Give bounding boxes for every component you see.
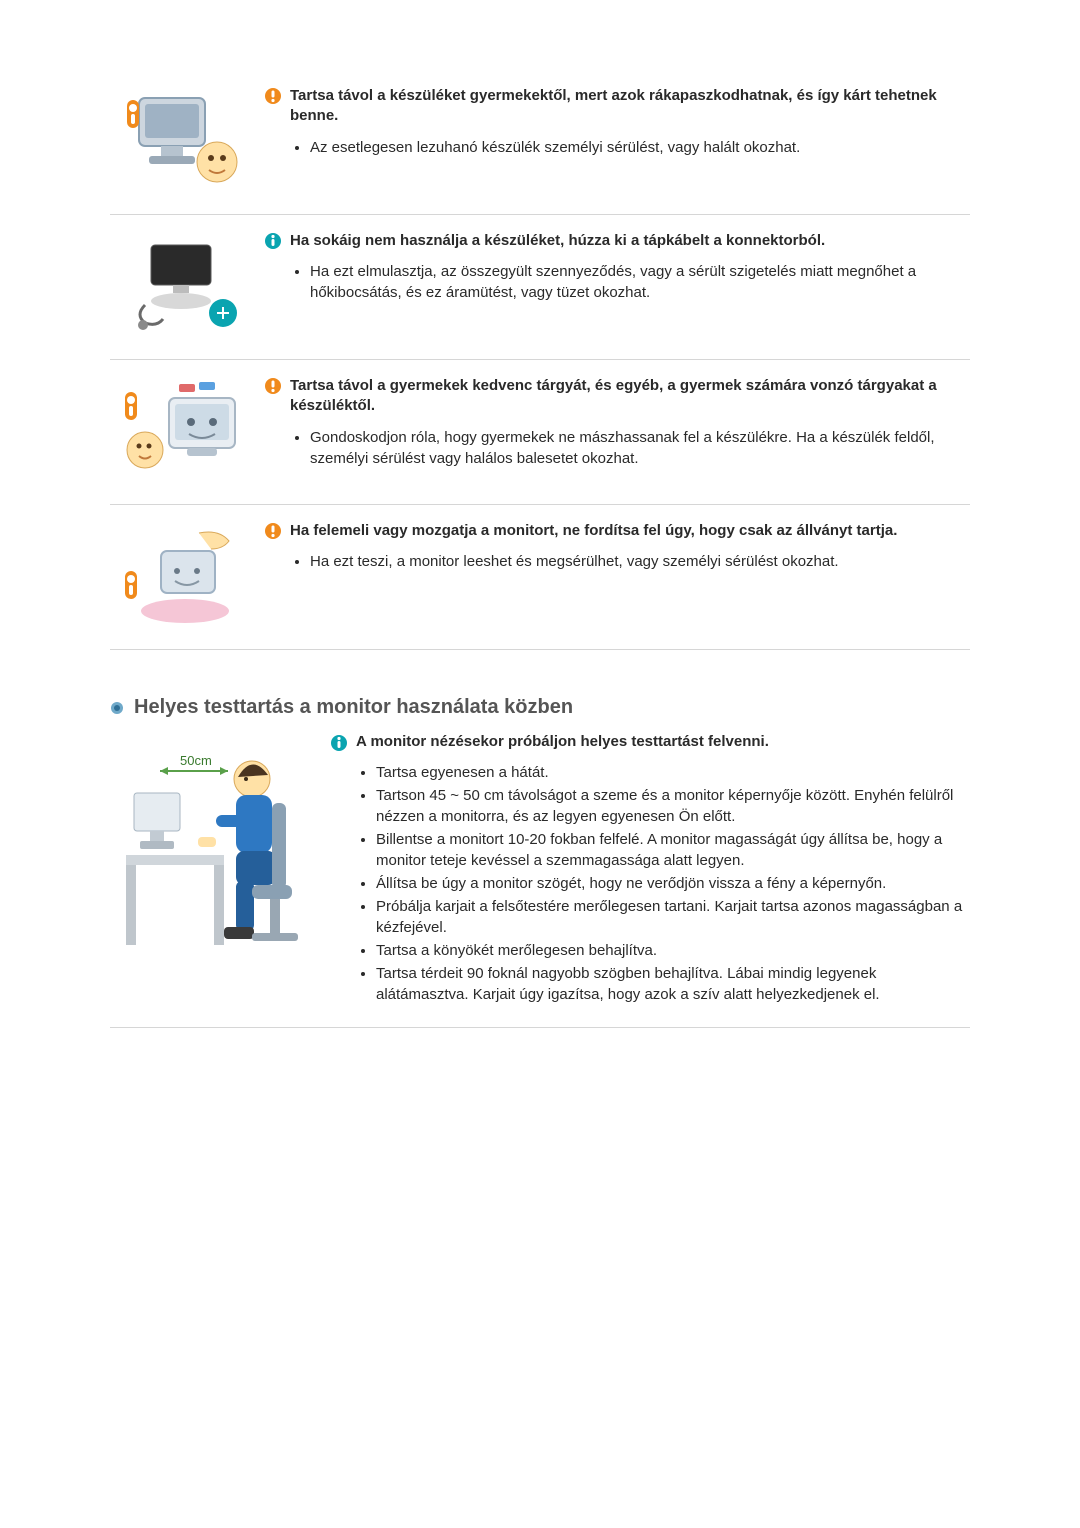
posture-bullet: Tartson 45 ~ 50 cm távolságot a szeme és…: [376, 785, 970, 827]
posture-bullet: Tartsa egyenesen a hátát.: [376, 762, 970, 783]
posture-bullet: Próbálja karjait a felsőtestére merőlege…: [376, 896, 970, 938]
warning-badge-icon: [264, 522, 282, 540]
posture-bullet: Tartsa a könyökét merőlegesen behajlítva…: [376, 940, 970, 961]
posture-bullet-list: Tartsa egyenesen a hátát. Tartson 45 ~ 5…: [330, 762, 970, 1005]
warning-bullet-list: Az esetlegesen lezuhanó készülék személy…: [264, 137, 970, 158]
posture-bullet: Billentse a monitort 10-20 fokban felfel…: [376, 829, 970, 871]
posture-text: A monitor nézésekor próbáljon helyes tes…: [330, 733, 970, 1007]
warning-text: Ha sokáig nem használja a készüléket, hú…: [260, 231, 970, 305]
warning-block: Ha felemeli vagy mozgatja a monitort, ne…: [110, 515, 970, 643]
warning-illustration: [110, 86, 260, 190]
posture-bullet: Tartsa térdeit 90 foknál nagyobb szögben…: [376, 963, 970, 1005]
warning-block: Tartsa távol a készüléket gyermekektől, …: [110, 80, 970, 208]
warning-badge-icon: [264, 87, 282, 105]
divider: [110, 214, 970, 215]
warning-bullet: Ha ezt teszi, a monitor leeshet és megsé…: [310, 551, 970, 572]
warning-text: Tartsa távol a készüléket gyermekektől, …: [260, 86, 970, 160]
divider: [110, 1027, 970, 1028]
document-page: Tartsa távol a készüléket gyermekektől, …: [0, 0, 1080, 1098]
posture-section: Helyes testtartás a monitor használata k…: [110, 696, 970, 1028]
info-badge-icon: [264, 232, 282, 250]
posture-bullet: Állítsa be úgy a monitor szögét, hogy ne…: [376, 873, 970, 894]
warning-illustration: [110, 376, 260, 480]
warning-text: Tartsa távol a gyermekek kedvenc tárgyát…: [260, 376, 970, 471]
section-title: Helyes testtartás a monitor használata k…: [134, 696, 573, 719]
warning-title: Tartsa távol a gyermekek kedvenc tárgyát…: [290, 376, 970, 417]
divider: [110, 504, 970, 505]
posture-illustration: 50cm: [110, 733, 330, 967]
warning-title: Tartsa távol a készüléket gyermekektől, …: [290, 86, 970, 127]
warning-bullet: Az esetlegesen lezuhanó készülék személy…: [310, 137, 970, 158]
posture-title: A monitor nézésekor próbáljon helyes tes…: [356, 733, 769, 750]
warning-bullet-list: Ha ezt teszi, a monitor leeshet és megsé…: [264, 551, 970, 572]
warning-title: Ha felemeli vagy mozgatja a monitort, ne…: [290, 521, 897, 541]
info-badge-icon: [330, 734, 348, 752]
warning-illustration: [110, 231, 260, 335]
section-bullet-icon: [110, 701, 124, 715]
warning-block: Tartsa távol a gyermekek kedvenc tárgyát…: [110, 370, 970, 498]
section-heading: Helyes testtartás a monitor használata k…: [110, 696, 970, 719]
distance-label: 50cm: [180, 753, 212, 768]
posture-block: 50cm: [110, 733, 970, 1021]
divider: [110, 649, 970, 650]
warning-text: Ha felemeli vagy mozgatja a monitort, ne…: [260, 521, 970, 574]
warning-title: Ha sokáig nem használja a készüléket, hú…: [290, 231, 825, 251]
divider: [110, 359, 970, 360]
warning-bullet: Ha ezt elmulasztja, az összegyült szenny…: [310, 261, 970, 303]
warning-block: Ha sokáig nem használja a készüléket, hú…: [110, 225, 970, 353]
warning-illustration: [110, 521, 260, 625]
warning-bullet: Gondoskodjon róla, hogy gyermekek ne más…: [310, 427, 970, 469]
warning-bullet-list: Gondoskodjon róla, hogy gyermekek ne más…: [264, 427, 970, 469]
warning-badge-icon: [264, 377, 282, 395]
warning-bullet-list: Ha ezt elmulasztja, az összegyült szenny…: [264, 261, 970, 303]
